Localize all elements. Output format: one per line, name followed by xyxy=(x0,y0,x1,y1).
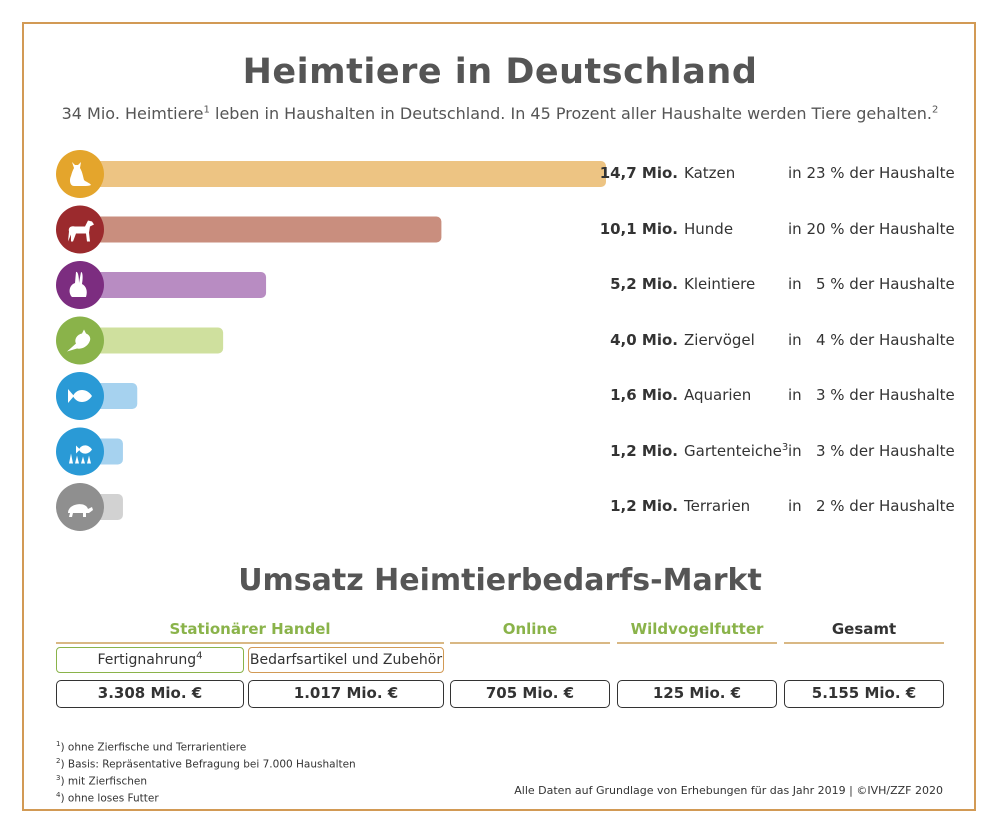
value-gesamt: 5.155 Mio. € xyxy=(784,680,944,708)
fish-icon xyxy=(68,389,92,403)
bar-1 xyxy=(80,216,442,243)
footnotes: 1) ohne Zierfische und Terrarientiere 2)… xyxy=(56,738,356,806)
bar-2 xyxy=(80,272,267,298)
value-label-2: 5,2 Mio. xyxy=(610,275,678,293)
segment-total-header: Gesamt xyxy=(784,620,944,644)
value-wildvogelfutter: 125 Mio. € xyxy=(617,680,777,708)
segment-online-header: Online xyxy=(450,620,610,644)
value-label-4: 1,6 Mio. xyxy=(610,386,678,404)
category-label-0: Katzen xyxy=(684,164,736,182)
household-share-3: in 4 % der Haushalte xyxy=(788,330,955,349)
pond-fish-icon xyxy=(69,445,92,464)
source-note: Alle Daten auf Grundlage von Erhebungen … xyxy=(514,784,943,797)
sub-header-bedarfsartikel: Bedarfsartikel und Zubehör xyxy=(248,647,444,673)
cat-icon xyxy=(70,162,91,186)
value-label-1: 10,1 Mio. xyxy=(599,219,678,238)
category-label-2: Kleintiere xyxy=(684,275,756,293)
household-share-2: in 5 % der Haushalte xyxy=(788,275,955,293)
value-label-0: 14,7 Mio. xyxy=(599,164,678,182)
value-bedarfsartikel: 1.017 Mio. € xyxy=(248,680,444,708)
icon-badge-5 xyxy=(56,427,104,476)
household-share-4: in 3 % der Haushalte xyxy=(788,386,955,404)
value-fertignahrung: 3.308 Mio. € xyxy=(56,680,244,708)
bird-icon xyxy=(67,329,91,352)
chart-subtitle: 34 Mio. Heimtiere1 leben in Haushalten i… xyxy=(61,104,939,123)
pet-bar-chart xyxy=(56,150,606,531)
footnote-4: 4) ohne loses Futter xyxy=(56,791,159,805)
household-share-1: in 20 % der Haushalte xyxy=(788,219,955,238)
segment-stationary-header: Stationärer Handel xyxy=(56,620,444,644)
household-share-5: in 3 % der Haushalte xyxy=(788,441,955,460)
category-label-6: Terrarien xyxy=(684,497,751,515)
dog-icon xyxy=(68,220,94,242)
footnote-3: 3) mit Zierfischen xyxy=(56,774,148,788)
value-online: 705 Mio. € xyxy=(450,680,610,708)
household-share-0: in 23 % der Haushalte xyxy=(788,164,955,182)
category-label-1: Hunde xyxy=(684,219,734,238)
value-label-5: 1,2 Mio. xyxy=(610,441,678,460)
bar-0 xyxy=(80,161,606,187)
category-label-4: Aquarien xyxy=(684,386,752,404)
turtle-icon xyxy=(68,504,93,517)
category-label-3: Ziervögel xyxy=(684,330,755,349)
market-title: Umsatz Heimtierbedarfs-Markt xyxy=(238,563,762,598)
footnote-1: 1) ohne Zierfische und Terrarientiere xyxy=(56,740,247,754)
value-label-3: 4,0 Mio. xyxy=(610,330,678,349)
rabbit-icon xyxy=(69,271,87,297)
outer-frame xyxy=(22,22,976,811)
segment-wild-header: Wildvogelfutter xyxy=(617,620,777,644)
value-label-6: 1,2 Mio. xyxy=(610,497,678,515)
sub-header-fertignahrung: Fertignahrung4 xyxy=(56,647,244,673)
bar-3 xyxy=(80,327,224,354)
footnote-2: 2) Basis: Repräsentative Befragung bei 7… xyxy=(56,757,356,771)
household-share-6: in 2 % der Haushalte xyxy=(788,497,955,515)
category-label-5: Gartenteiche3 xyxy=(684,441,789,460)
chart-title: Heimtiere in Deutschland xyxy=(242,52,758,92)
